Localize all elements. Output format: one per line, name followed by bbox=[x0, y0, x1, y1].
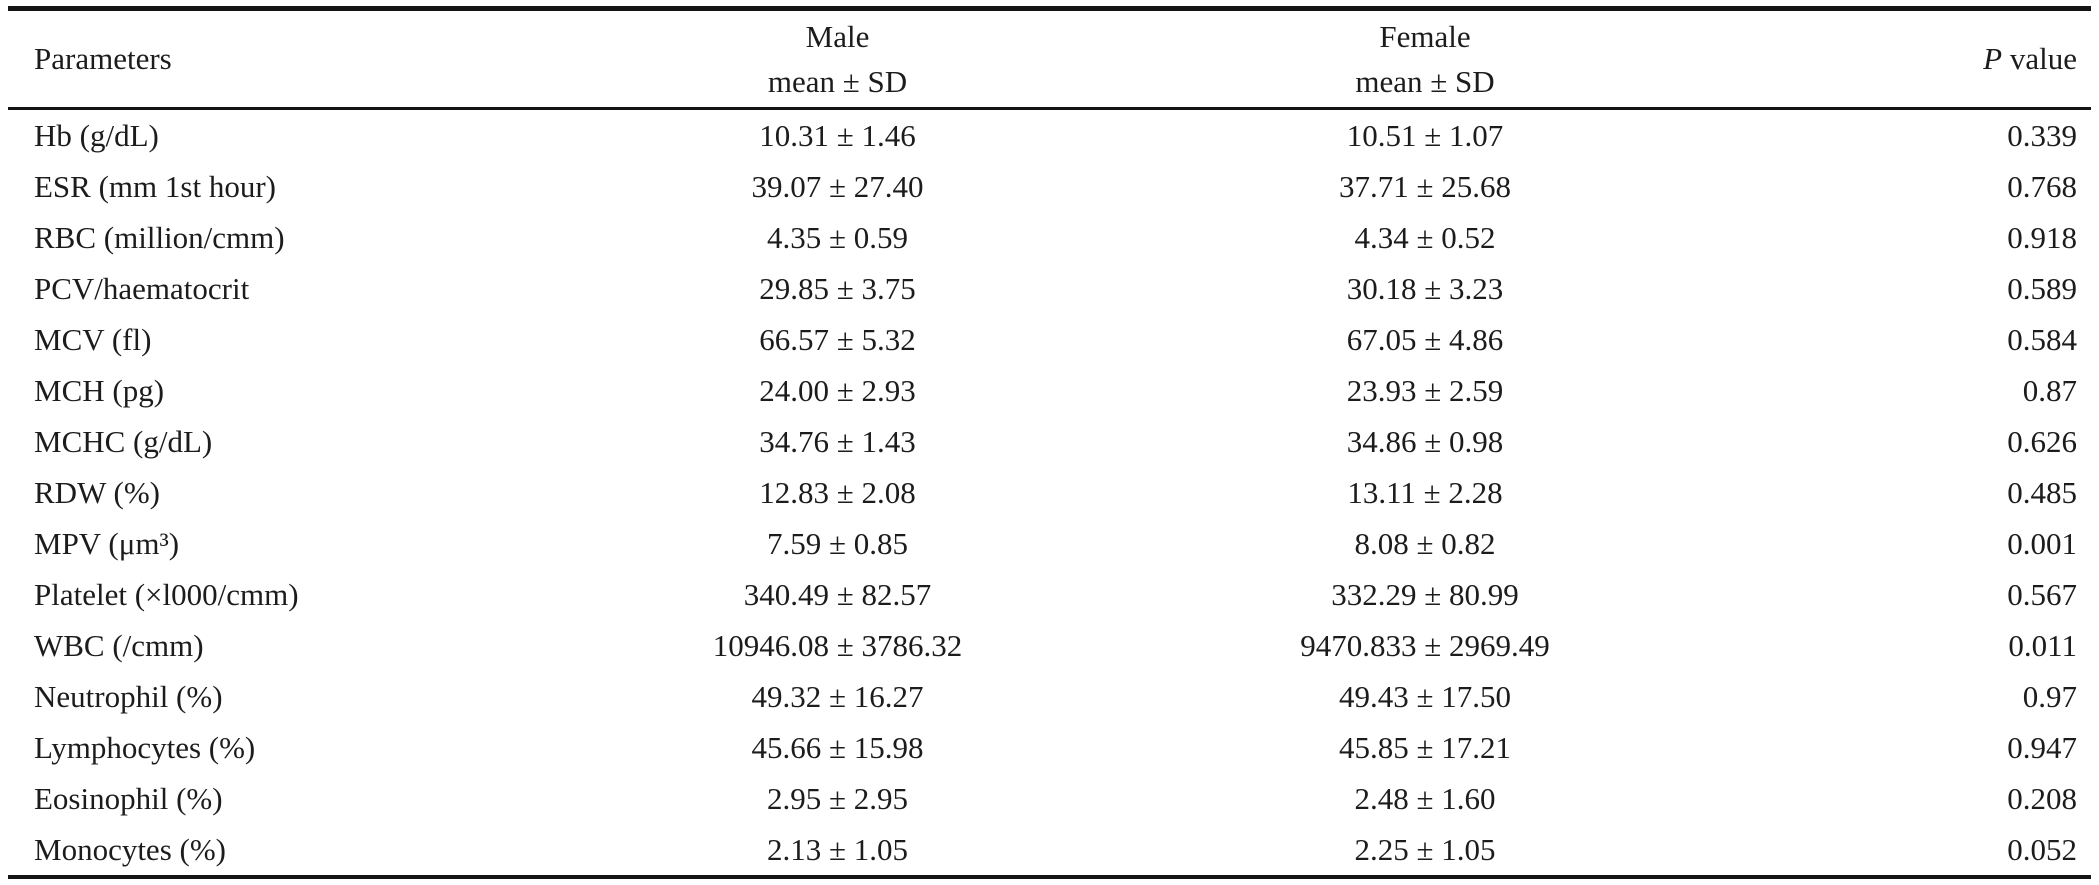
p-value-cell: 0.339 bbox=[2007, 117, 2077, 153]
parameter-cell: Eosinophil (%) bbox=[34, 780, 223, 816]
parameter-cell: MCHC (g/dL) bbox=[34, 423, 213, 459]
table-row: MCHC (g/dL) 34.76 ± 1.43 34.86 ± 0.98 0.… bbox=[8, 416, 2091, 467]
table-row: Hb (g/dL) 10.31 ± 1.46 10.51 ± 1.07 0.33… bbox=[8, 109, 2091, 162]
p-value-cell: 0.208 bbox=[2007, 780, 2077, 816]
p-value-cell: 0.626 bbox=[2007, 423, 2077, 459]
parameter-cell: Lymphocytes (%) bbox=[34, 729, 256, 765]
p-value-cell: 0.011 bbox=[2008, 627, 2077, 663]
female-value-cell: 2.48 ± 1.60 bbox=[1354, 780, 1496, 816]
column-header-parameters: Parameters bbox=[8, 8, 585, 110]
p-value-cell: 0.97 bbox=[2022, 678, 2077, 714]
parameter-cell: MPV (μm³) bbox=[34, 525, 180, 561]
table-row: PCV/haematocrit 29.85 ± 3.75 30.18 ± 3.2… bbox=[8, 263, 2091, 314]
female-value-cell: 332.29 ± 80.99 bbox=[1331, 576, 1519, 612]
male-value-cell: 34.76 ± 1.43 bbox=[759, 423, 916, 459]
p-value-cell: 0.947 bbox=[2007, 729, 2077, 765]
p-value-header-rest: value bbox=[2002, 41, 2077, 76]
male-value-cell: 39.07 ± 27.40 bbox=[751, 168, 924, 204]
parameters-table-container: Parameters Male mean ± SD Female mean ± … bbox=[8, 6, 2091, 879]
male-value-cell: 24.00 ± 2.93 bbox=[759, 372, 916, 408]
male-value-cell: 7.59 ± 0.85 bbox=[766, 525, 908, 561]
parameter-cell: Hb (g/dL) bbox=[34, 117, 159, 153]
p-value-cell: 0.567 bbox=[2007, 576, 2077, 612]
p-value-cell: 0.87 bbox=[2022, 372, 2077, 408]
p-value-header-italic-p: P bbox=[1983, 41, 2003, 76]
male-value-cell: 10.31 ± 1.46 bbox=[759, 117, 916, 153]
female-header-label: Female bbox=[1379, 19, 1471, 54]
male-value-cell: 12.83 ± 2.08 bbox=[759, 474, 916, 510]
p-value-cell: 0.584 bbox=[2007, 321, 2077, 357]
male-value-cell: 45.66 ± 15.98 bbox=[751, 729, 924, 765]
female-value-cell: 34.86 ± 0.98 bbox=[1346, 423, 1504, 459]
parameter-cell: Monocytes (%) bbox=[34, 831, 226, 867]
female-value-cell: 8.08 ± 0.82 bbox=[1354, 525, 1496, 561]
female-value-cell: 9470.833 ± 2969.49 bbox=[1300, 627, 1550, 663]
p-value-cell: 0.918 bbox=[2007, 219, 2077, 255]
male-header-sublabel: mean ± SD bbox=[767, 64, 908, 99]
table-row: MCH (pg) 24.00 ± 2.93 23.93 ± 2.59 0.87 bbox=[8, 365, 2091, 416]
table-row: RDW (%) 12.83 ± 2.08 13.11 ± 2.28 0.485 bbox=[8, 467, 2091, 518]
table-row: WBC (/cmm) 10946.08 ± 3786.32 9470.833 ±… bbox=[8, 620, 2091, 671]
parameter-cell: ESR (mm 1st hour) bbox=[34, 168, 276, 204]
female-value-cell: 37.71 ± 25.68 bbox=[1338, 168, 1511, 204]
table-row: MPV (μm³) 7.59 ± 0.85 8.08 ± 0.82 0.001 bbox=[8, 518, 2091, 569]
female-header-sublabel: mean ± SD bbox=[1355, 64, 1495, 99]
male-value-cell: 340.49 ± 82.57 bbox=[743, 576, 932, 612]
parameter-cell: RDW (%) bbox=[34, 474, 160, 510]
table-row: RBC (million/cmm) 4.35 ± 0.59 4.34 ± 0.5… bbox=[8, 212, 2091, 263]
female-value-cell: 4.34 ± 0.52 bbox=[1354, 219, 1496, 255]
female-value-cell: 10.51 ± 1.07 bbox=[1346, 117, 1504, 153]
parameter-cell: MCH (pg) bbox=[34, 372, 165, 408]
column-header-p-value: P value bbox=[1760, 8, 2091, 110]
table-row: Neutrophil (%) 49.32 ± 16.27 49.43 ± 17.… bbox=[8, 671, 2091, 722]
p-value-cell: 0.052 bbox=[2007, 831, 2077, 867]
female-value-cell: 49.43 ± 17.50 bbox=[1338, 678, 1511, 714]
parameter-cell: PCV/haematocrit bbox=[34, 270, 250, 306]
table-row: ESR (mm 1st hour) 39.07 ± 27.40 37.71 ± … bbox=[8, 161, 2091, 212]
parameter-cell: Platelet (×l000/cmm) bbox=[34, 576, 299, 612]
p-value-cell: 0.485 bbox=[2007, 474, 2077, 510]
male-header-label: Male bbox=[805, 19, 870, 54]
male-value-cell: 29.85 ± 3.75 bbox=[759, 270, 916, 306]
parameter-cell: WBC (/cmm) bbox=[34, 627, 204, 663]
parameter-cell: RBC (million/cmm) bbox=[34, 219, 285, 255]
male-value-cell: 2.95 ± 2.95 bbox=[766, 780, 908, 816]
header-row: Parameters Male mean ± SD Female mean ± … bbox=[8, 8, 2091, 110]
female-value-cell: 23.93 ± 2.59 bbox=[1346, 372, 1504, 408]
parameter-cell: Neutrophil (%) bbox=[34, 678, 223, 714]
parameters-table: Parameters Male mean ± SD Female mean ± … bbox=[8, 6, 2091, 879]
table-row: Monocytes (%) 2.13 ± 1.05 2.25 ± 1.05 0.… bbox=[8, 824, 2091, 877]
female-value-cell: 13.11 ± 2.28 bbox=[1347, 474, 1503, 510]
female-value-cell: 30.18 ± 3.23 bbox=[1346, 270, 1504, 306]
male-value-cell: 2.13 ± 1.05 bbox=[766, 831, 908, 867]
male-value-cell: 49.32 ± 16.27 bbox=[751, 678, 924, 714]
male-value-cell: 66.57 ± 5.32 bbox=[759, 321, 916, 357]
table-row: Platelet (×l000/cmm) 340.49 ± 82.57 332.… bbox=[8, 569, 2091, 620]
column-header-female: Female mean ± SD bbox=[1090, 8, 1760, 110]
male-value-cell: 10946.08 ± 3786.32 bbox=[712, 627, 963, 663]
parameter-cell: MCV (fl) bbox=[34, 321, 152, 357]
table-row: Eosinophil (%) 2.95 ± 2.95 2.48 ± 1.60 0… bbox=[8, 773, 2091, 824]
table-body: Hb (g/dL) 10.31 ± 1.46 10.51 ± 1.07 0.33… bbox=[8, 109, 2091, 878]
female-value-cell: 45.85 ± 17.21 bbox=[1338, 729, 1511, 765]
column-header-male: Male mean ± SD bbox=[585, 8, 1090, 110]
p-value-cell: 0.768 bbox=[2007, 168, 2077, 204]
table-row: Lymphocytes (%) 45.66 ± 15.98 45.85 ± 17… bbox=[8, 722, 2091, 773]
male-value-cell: 4.35 ± 0.59 bbox=[766, 219, 908, 255]
female-value-cell: 67.05 ± 4.86 bbox=[1346, 321, 1504, 357]
table-row: MCV (fl) 66.57 ± 5.32 67.05 ± 4.86 0.584 bbox=[8, 314, 2091, 365]
female-value-cell: 2.25 ± 1.05 bbox=[1354, 831, 1496, 867]
p-value-cell: 0.001 bbox=[2007, 525, 2077, 561]
p-value-cell: 0.589 bbox=[2007, 270, 2077, 306]
